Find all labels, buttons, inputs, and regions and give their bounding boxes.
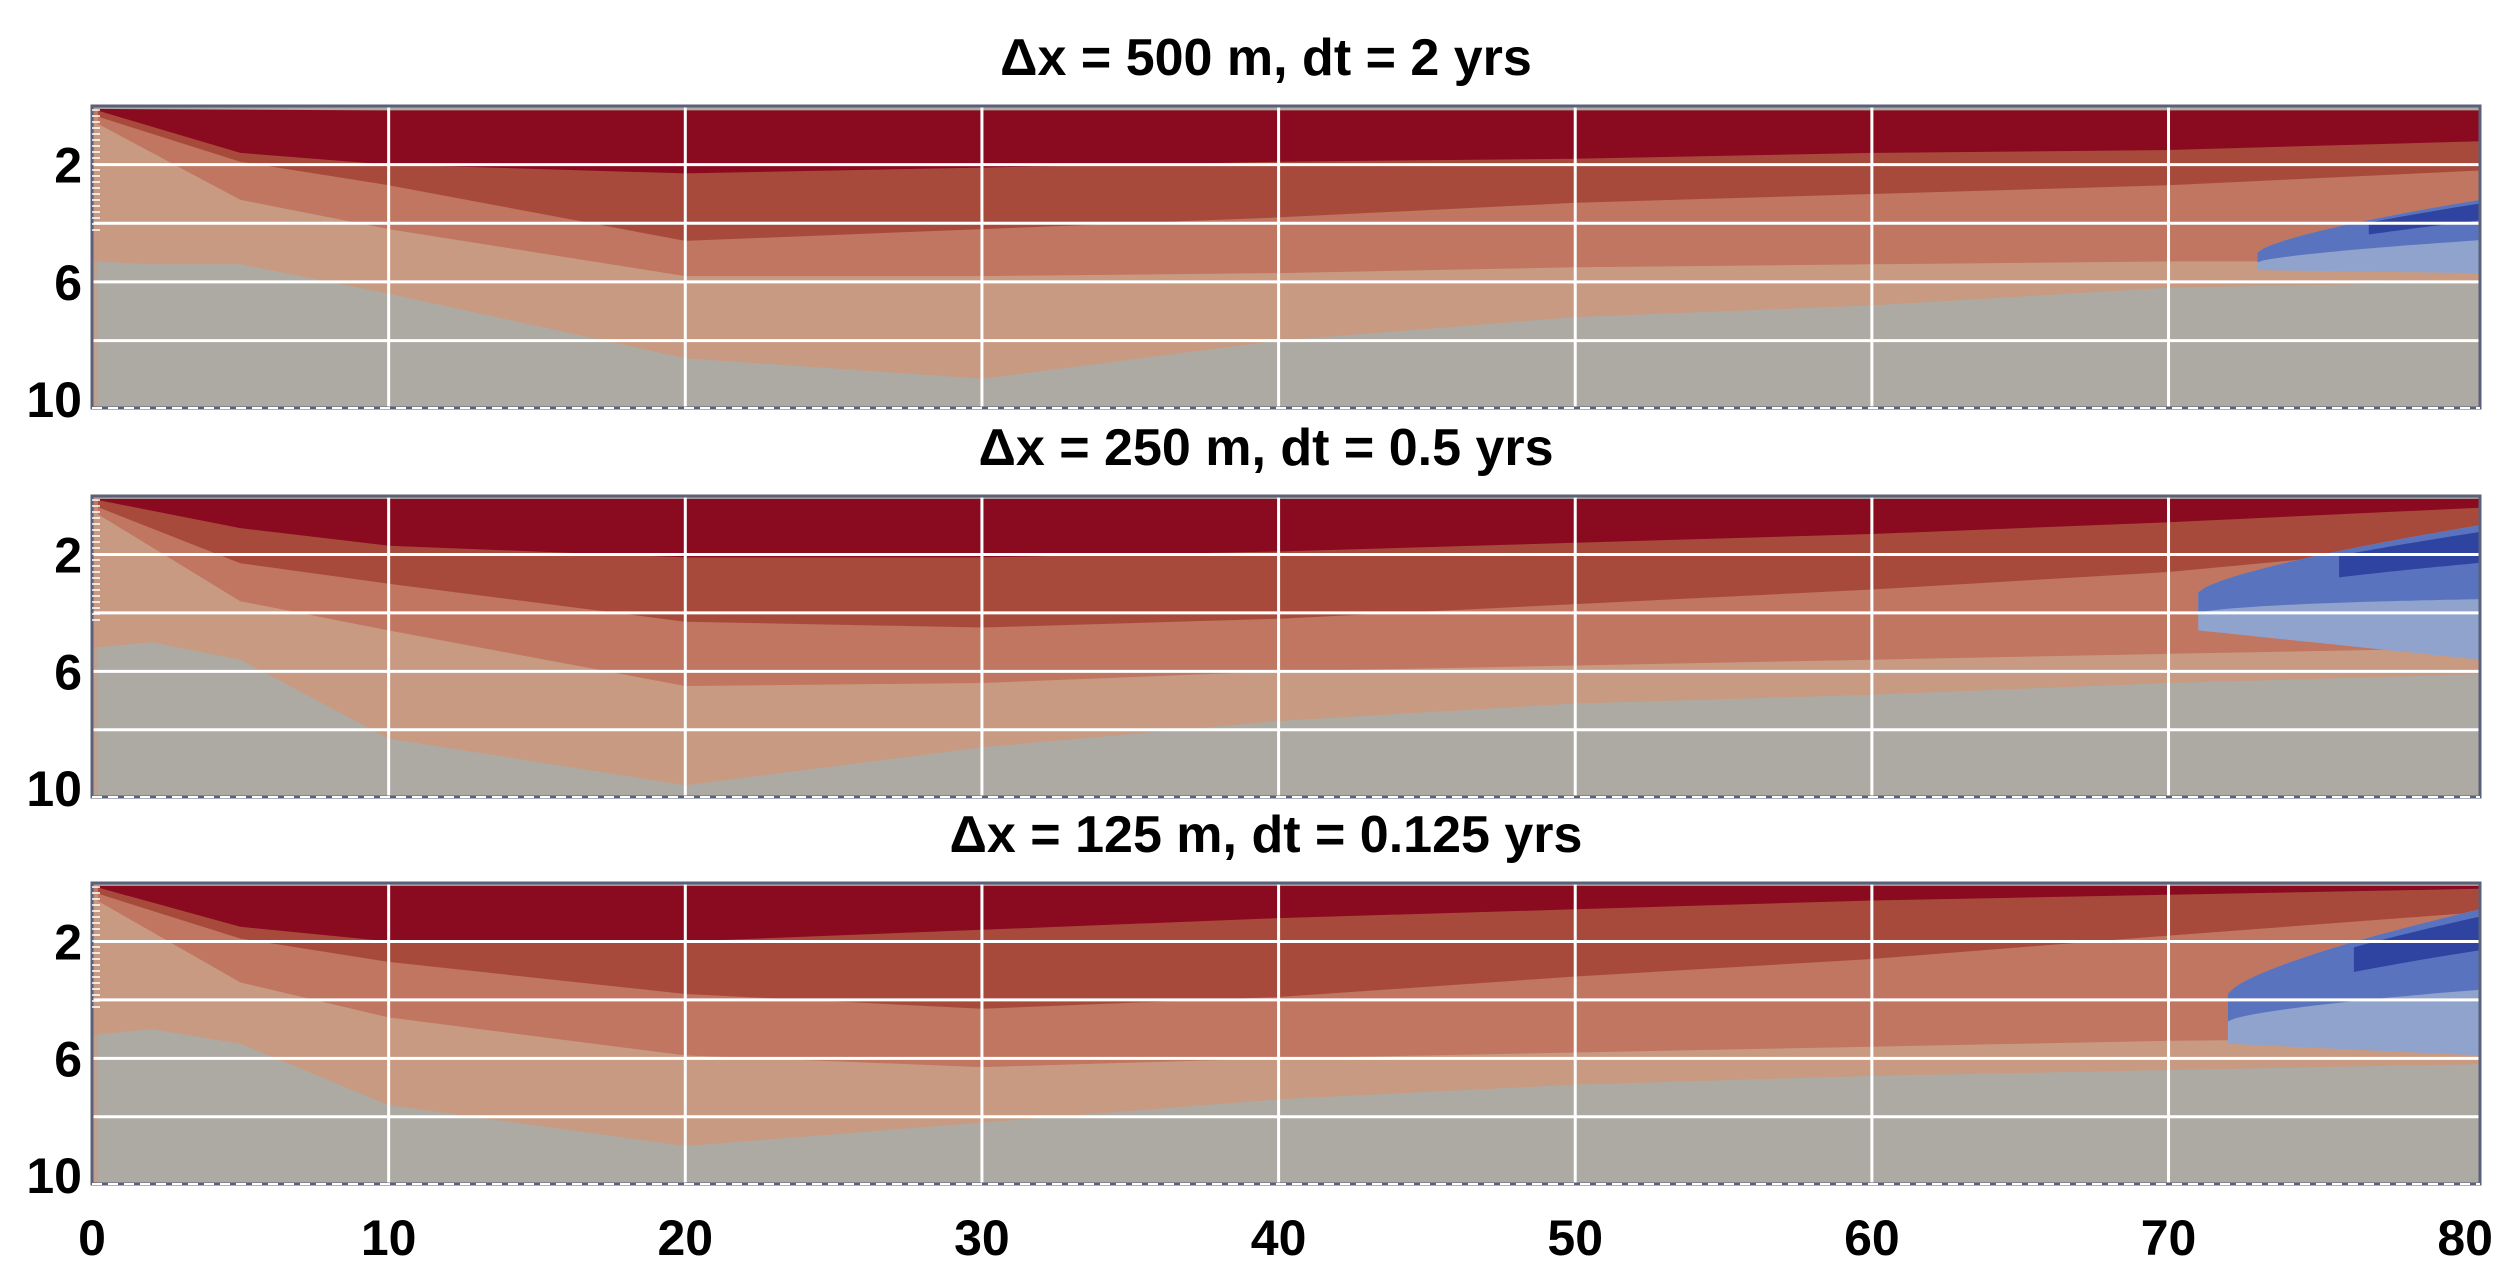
blue-zone-dark <box>2368 203 2480 235</box>
y-tick-label: 6 <box>54 255 82 311</box>
blue-zone-dark <box>2353 916 2480 972</box>
plot-area <box>92 883 2480 1184</box>
x-tick-label: 70 <box>2141 1210 2197 1266</box>
panel-3: Δx = 125 m, dt = 0.125 yrs 2 6 10 <box>26 806 2482 1204</box>
x-tick-label: 80 <box>2437 1210 2493 1266</box>
y-tick-label: 2 <box>54 914 82 970</box>
band-gray <box>92 1029 2480 1184</box>
panel-2: Δx = 250 m, dt = 0.5 yrs 2 6 10 <box>26 419 2482 817</box>
band-gray <box>92 642 2480 797</box>
band-gray <box>92 261 2480 408</box>
panel-title: Δx = 125 m, dt = 0.125 yrs <box>950 806 1583 864</box>
left-edge-strip <box>92 106 98 408</box>
x-tick-label: 0 <box>78 1210 106 1266</box>
plot-area <box>92 496 2480 797</box>
panel-1: Δx = 500 m, dt = 2 yrs 2 6 10 <box>26 29 2482 428</box>
y-tick-label: 2 <box>54 138 82 194</box>
left-edge-strip <box>92 496 98 797</box>
y-tick-label: 10 <box>26 372 82 428</box>
left-edge-strip <box>92 883 98 1184</box>
x-tick-label: 60 <box>1844 1210 1900 1266</box>
y-tick-label: 6 <box>54 1031 82 1087</box>
x-axis: 0 10 20 30 40 50 60 70 80 <box>78 1210 2493 1266</box>
x-tick-label: 40 <box>1251 1210 1307 1266</box>
y-tick-label: 2 <box>54 527 82 583</box>
panel-title: Δx = 250 m, dt = 0.5 yrs <box>978 419 1553 477</box>
plot-area <box>92 106 2480 408</box>
y-tick-label: 10 <box>26 761 82 817</box>
x-tick-label: 20 <box>657 1210 713 1266</box>
x-tick-label: 30 <box>954 1210 1010 1266</box>
panel-title: Δx = 500 m, dt = 2 yrs <box>1000 29 1532 87</box>
y-tick-label: 6 <box>54 644 82 700</box>
y-tick-label: 10 <box>26 1148 82 1204</box>
x-tick-label: 50 <box>1547 1210 1603 1266</box>
x-tick-label: 10 <box>361 1210 417 1266</box>
